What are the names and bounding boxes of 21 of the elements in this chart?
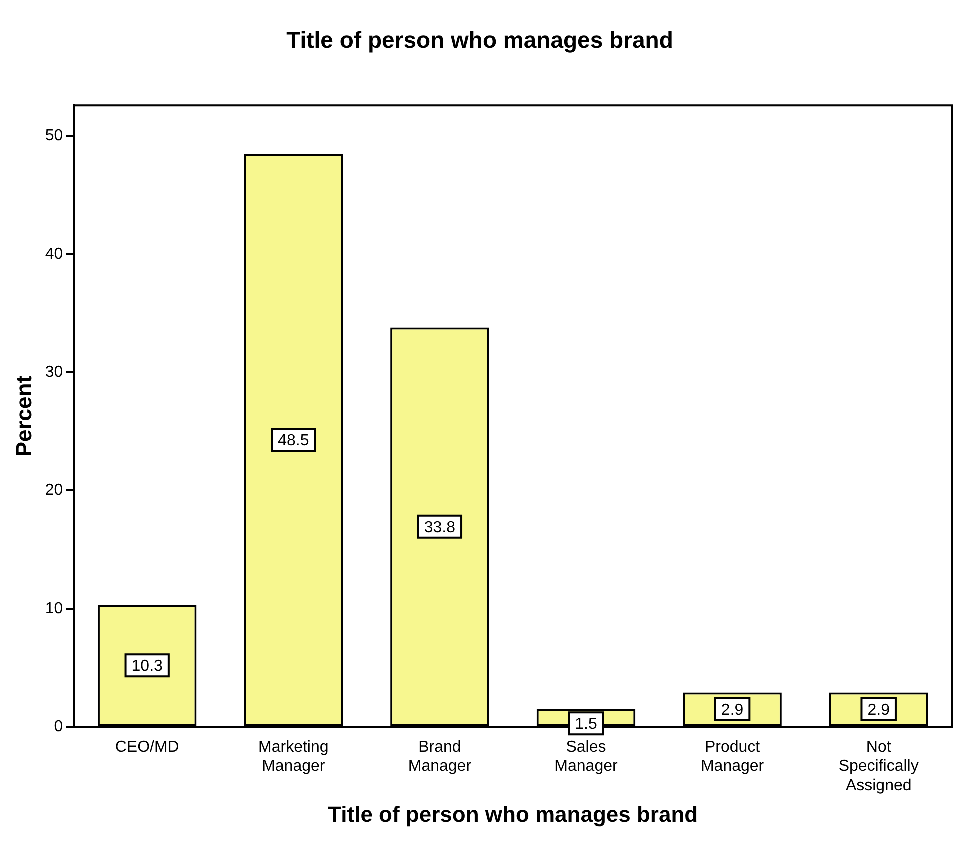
x-tick-label: Product Manager: [700, 739, 765, 776]
y-tick-label: 50: [45, 128, 64, 145]
x-tick-label: Marketing Manager: [258, 739, 329, 776]
data-label: 48.5: [278, 432, 310, 450]
data-label: 2.9: [868, 702, 890, 719]
chart-title: Title of person who manages brand: [286, 27, 674, 54]
data-label: 33.8: [424, 519, 456, 536]
y-tick-label: 30: [45, 364, 64, 381]
x-tick-label: Brand Manager: [408, 739, 472, 776]
x-axis-title: Title of person who manages brand: [328, 802, 698, 827]
data-label: 2.9: [721, 702, 744, 719]
x-tick-label: CEO/MD: [115, 739, 180, 756]
x-tick-label: Sales Manager: [554, 739, 618, 776]
x-tick-label: Not Specifically Assigned: [838, 739, 919, 794]
y-tick-label: 40: [45, 246, 64, 263]
y-axis-title: Percent: [11, 375, 36, 457]
data-label: 1.5: [575, 716, 598, 734]
y-tick-label: 0: [54, 718, 64, 736]
y-tick-label: 20: [45, 482, 64, 500]
data-label: 10.3: [132, 658, 164, 676]
y-tick-label: 10: [45, 600, 64, 618]
